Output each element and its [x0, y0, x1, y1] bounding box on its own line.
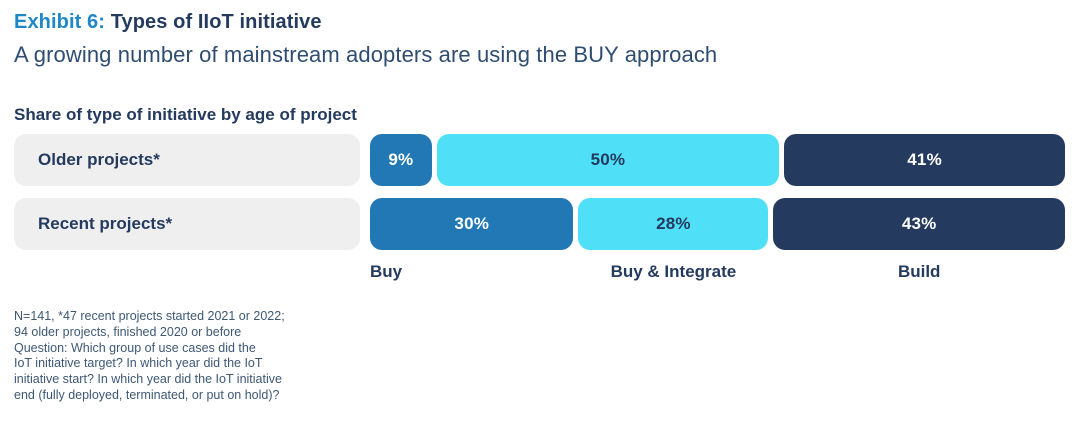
- exhibit-title-text: Types of IIoT initiative: [110, 11, 322, 33]
- bar-track: 9% 50% 41%: [370, 134, 1065, 186]
- footnote-text: N=141, *47 recent projects started 2021 …: [14, 309, 285, 402]
- exhibit-number-label: Exhibit 6:: [14, 11, 106, 33]
- axis-label-buy-integrate: Buy & Integrate: [610, 262, 737, 281]
- bar-segment-buy-integrate: 28%: [578, 198, 769, 250]
- bar-segment-build: 43%: [773, 198, 1066, 250]
- bar-segment-buy-integrate: 50%: [436, 134, 780, 186]
- row-label-pill: Recent projects*: [14, 198, 360, 250]
- axis-label-buy: Buy: [370, 262, 403, 281]
- chart-rows: Older projects* 9% 50% 41% Recent projects* 3…: [14, 134, 1066, 250]
- axis-label-build: Build: [897, 262, 941, 281]
- bar-segment-buy: 9%: [370, 134, 432, 186]
- exhibit-subtitle: A growing number of mainstream adopters …: [14, 42, 718, 67]
- stacked-bar-chart: Older projects* 9% 50% 41% Recent projects* 3…: [14, 134, 1066, 282]
- chart-row-recent-projects: Recent projects* 30% 28% 43%: [14, 198, 1066, 250]
- bar-segment-buy: 30%: [370, 198, 574, 250]
- axis-labels: Buy Buy & Integrate Build: [370, 262, 1065, 282]
- row-label: Older projects*: [38, 150, 160, 169]
- bar-track: 30% 28% 43%: [370, 198, 1066, 250]
- row-label: Recent projects*: [38, 214, 173, 233]
- bar-segment-build: 41%: [784, 134, 1065, 186]
- page-title: Exhibit 6: Types of IIoT initiative: [14, 9, 1065, 35]
- chart-title: Share of type of initiative by age of pr…: [14, 105, 357, 124]
- chart-row-older-projects: Older projects* 9% 50% 41%: [14, 134, 1065, 186]
- row-label-pill: Older projects*: [14, 134, 360, 186]
